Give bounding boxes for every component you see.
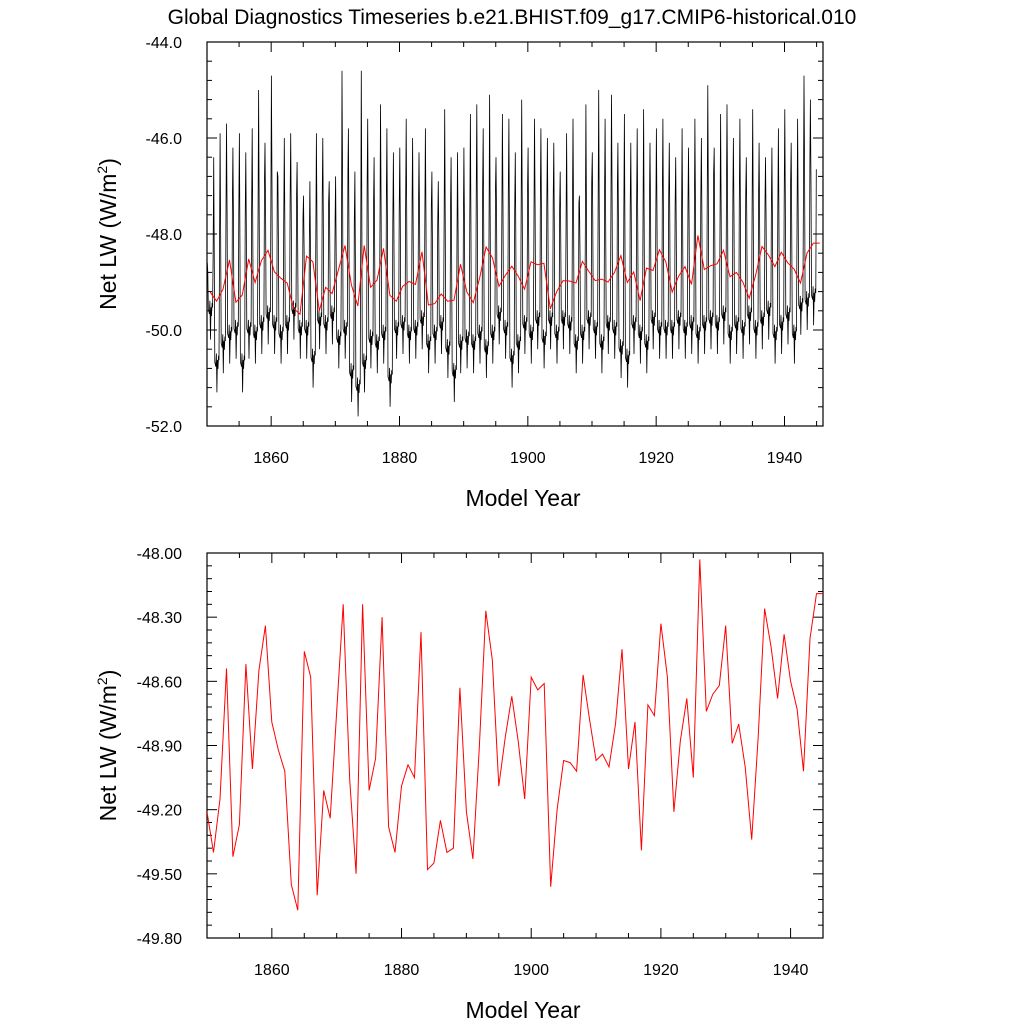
x-tick-label: 1940 — [767, 450, 803, 467]
top-chart: 1860 1880 1900 1920 1940 -52.0 -50.0 -48.0 -46.0… — [94, 35, 824, 511]
x-axis-label: Model Year — [465, 485, 580, 511]
x-tick-label: 1940 — [773, 962, 809, 979]
plot-frame — [206, 552, 824, 939]
y-tick-label: -49.80 — [137, 931, 182, 948]
bottom-chart: 1860 1880 1900 1920 1940 -49.80 -49.50 -49.20 -4… — [94, 546, 824, 1023]
y-tick-label: -52.0 — [146, 419, 183, 436]
y-tick-label: -49.20 — [137, 803, 182, 820]
x-tick-label: 1920 — [638, 450, 674, 467]
x-tick-label: 1900 — [510, 450, 546, 467]
y-tick-label: -48.90 — [137, 739, 182, 756]
y-tick-label: -48.00 — [137, 546, 182, 563]
y-tick-label: -49.50 — [137, 867, 182, 884]
y-tick-label: -46.0 — [146, 131, 183, 148]
y-tick-label: -44.0 — [146, 35, 183, 52]
x-tick-label: 1860 — [254, 962, 290, 979]
y-axis-label: Net LW (W/m2) — [94, 670, 121, 822]
x-tick-label: 1920 — [643, 962, 679, 979]
y-tick-label: -50.0 — [146, 323, 183, 340]
monthly-series-line — [207, 70, 817, 417]
y-axis-label: Net LW (W/m2) — [94, 158, 121, 310]
x-tick-label: 1880 — [384, 962, 420, 979]
plot-area — [207, 70, 820, 417]
figure-title: Global Diagnostics Timeseries b.e21.BHIS… — [168, 6, 857, 29]
x-axis-label: Model Year — [465, 997, 580, 1023]
x-tick-label: 1860 — [253, 450, 289, 467]
y-tick-label: -48.60 — [137, 674, 182, 691]
x-tick-label: 1880 — [382, 450, 418, 467]
annual-series-line — [207, 559, 823, 911]
y-tick-label: -48.0 — [146, 227, 183, 244]
y-tick-label: -48.30 — [137, 610, 182, 627]
x-tick-label: 1900 — [513, 962, 549, 979]
plot-area — [207, 559, 823, 911]
annual-series-line — [209, 235, 820, 316]
